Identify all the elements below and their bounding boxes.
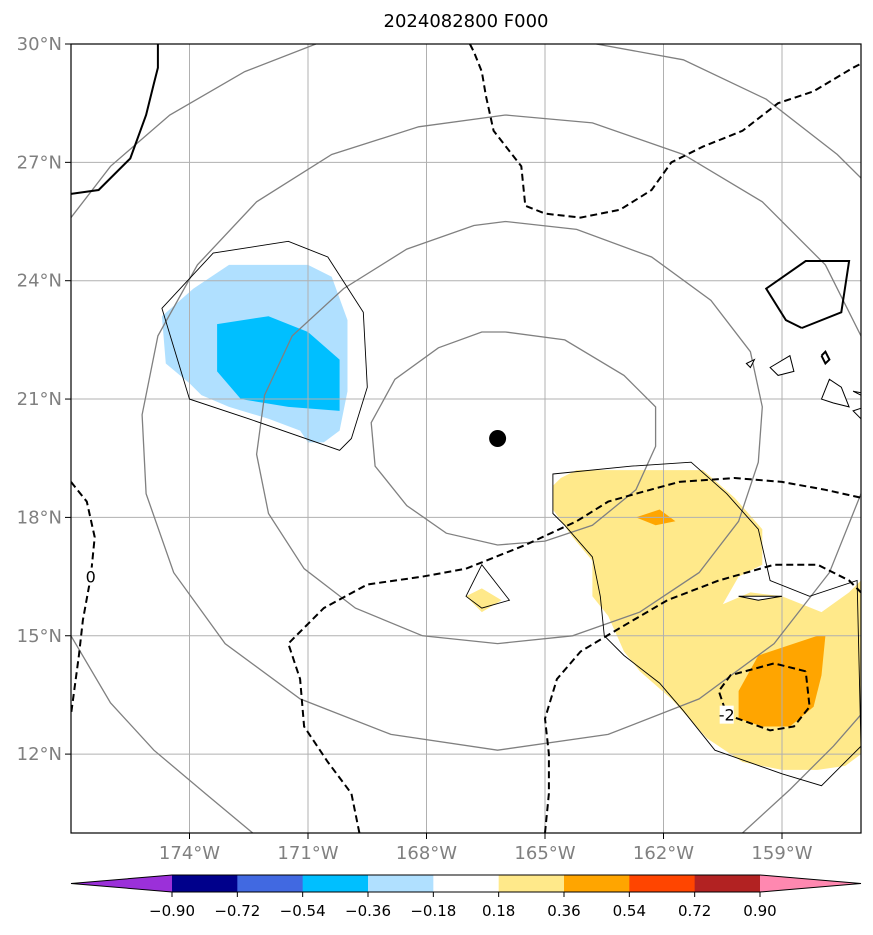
outline-cone-small <box>465 563 511 609</box>
colorbar: −0.90 −0.72 −0.54 −0.36 −0.18 0.18 0.36 0.54 0.7… <box>70 874 862 920</box>
y-tick-label-1: 15°N <box>17 626 62 647</box>
island-1 <box>769 354 795 376</box>
colorbar-segment-5 <box>498 875 565 892</box>
colorbar-tick-label-1: −0.72 <box>214 902 260 920</box>
y-tick-label-6: 30°N <box>17 34 62 55</box>
solid-contour-2 <box>820 350 831 366</box>
storm-center-marker <box>489 430 507 447</box>
colorbar-tick-label-9: 0.90 <box>743 902 776 920</box>
x-tick-label-1: 171°W <box>277 843 338 864</box>
island-coastlines <box>738 354 861 601</box>
axis-ticks: 174°W 171°W 168°W 165°W 162°W 159°W 12°N 15°N 18… <box>17 34 813 864</box>
x-tick-label-0: 174°W <box>159 843 220 864</box>
dashed-contour-4-label: 0 <box>86 568 96 587</box>
map-frame <box>70 43 862 834</box>
outline-cone-south <box>552 461 861 787</box>
storm-center <box>489 430 507 447</box>
colorbar-extend-max <box>760 875 861 892</box>
colorbar-segment-3 <box>368 875 434 892</box>
dashed-contour-0 <box>469 44 861 219</box>
y-tick-label-0: 12°N <box>17 744 62 765</box>
colorbar-tick-label-4: −0.18 <box>410 902 456 920</box>
colorbar-segment-7 <box>629 875 696 892</box>
colorbar-segment-1 <box>237 875 304 892</box>
dashed-contour-3-label: -2 <box>719 706 735 725</box>
y-tick-label-5: 27°N <box>17 152 62 173</box>
cone-outlines <box>161 240 861 787</box>
x-tick-label-3: 165°W <box>514 843 575 864</box>
solid-contour-1 <box>764 260 851 329</box>
x-tick-label-2: 168°W <box>396 843 457 864</box>
island-4 <box>852 390 861 396</box>
dashed-contour-4-label-bg <box>83 567 98 586</box>
fill-region-3 <box>466 588 502 613</box>
island-6 <box>738 595 783 601</box>
colorbar-tick-label-8: 0.72 <box>678 902 711 920</box>
fill-region-1 <box>217 316 340 411</box>
range-ring-4 <box>596 44 861 179</box>
colorbar-tick-label-2: −0.54 <box>280 902 326 920</box>
y-tick-label-2: 18°N <box>17 507 62 528</box>
range-ring-5 <box>71 635 254 833</box>
range-ring-1 <box>255 220 763 645</box>
line-contours: -2 0 <box>71 44 861 833</box>
colorbar-segment-6 <box>564 875 630 892</box>
colorbar-tick-label-5: 0.18 <box>482 902 515 920</box>
colorbar-tick-label-0: −0.90 <box>149 902 195 920</box>
island-2 <box>745 358 756 369</box>
chart-title: 2024082800 F000 <box>384 11 549 32</box>
range-ring-3 <box>71 44 317 218</box>
solid-contour-0 <box>71 44 159 195</box>
colorbar-tick-label-3: −0.36 <box>345 902 391 920</box>
range-rings <box>71 44 861 833</box>
colorbar-segment-8 <box>694 875 761 892</box>
y-tick-label-3: 21°N <box>17 389 62 410</box>
range-ring-2 <box>141 114 861 751</box>
x-tick-label-4: 162°W <box>633 843 694 864</box>
colorbar-extend-min <box>71 875 172 892</box>
island-3 <box>820 378 850 408</box>
range-ring-6 <box>742 714 861 833</box>
y-tick-label-4: 24°N <box>17 271 62 292</box>
outline-cone-north <box>161 240 368 451</box>
dashed-contour-3-label-bg <box>719 705 734 724</box>
filled-contours <box>161 264 861 770</box>
dashed-contour-2 <box>543 563 861 833</box>
dashed-contour-1 <box>287 476 861 833</box>
colorbar-segment-0 <box>172 875 238 892</box>
colorbar-tick-label-6: 0.36 <box>547 902 580 920</box>
island-5 <box>852 407 861 420</box>
range-ring-0 <box>370 331 657 546</box>
colorbar-segment-4 <box>433 875 500 892</box>
colorbar-tick-label-7: 0.54 <box>613 902 646 920</box>
colorbar-segment-2 <box>302 875 369 892</box>
x-tick-label-5: 159°W <box>751 843 812 864</box>
